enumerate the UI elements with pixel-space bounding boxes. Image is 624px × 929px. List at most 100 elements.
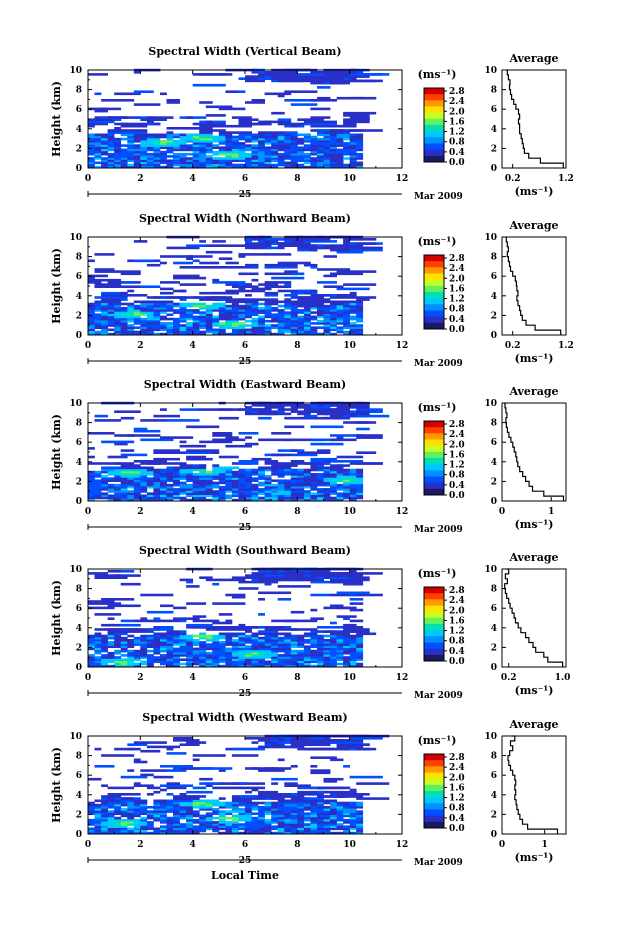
colorbar-tick-label: 2.4 (449, 763, 465, 773)
heatmap-cell (166, 490, 174, 493)
heatmap-cell (212, 827, 220, 831)
heatmap-cell (271, 570, 279, 573)
heatmap-cell (336, 404, 370, 407)
heatmap-cell (173, 825, 180, 828)
heatmap-cell (192, 148, 200, 152)
heatmap-cell (88, 326, 95, 329)
heatmap-cell (343, 322, 350, 325)
heatmap-cell (349, 332, 357, 336)
heatmap-cell (153, 326, 161, 329)
heatmap-cell (317, 307, 324, 310)
heatmap-cell (186, 157, 193, 160)
heatmap-cell (101, 324, 108, 327)
heatmap-cell (146, 639, 154, 642)
heatmap-cell (349, 630, 370, 633)
heatmap-cell (127, 485, 135, 489)
heatmap-cell (245, 473, 252, 476)
heatmap-cell (245, 496, 252, 500)
heatmap-cell (310, 475, 318, 478)
heatmap-cell (264, 300, 279, 304)
heatmap-cell (336, 658, 344, 661)
y-tick-label: 10 (69, 565, 82, 575)
heatmap-cell (264, 404, 285, 407)
heatmap-cell (146, 322, 154, 325)
heatmap-cell (160, 604, 174, 608)
heatmap-cell (212, 481, 220, 485)
heatmap-cell (114, 315, 122, 319)
heatmap-cell (160, 477, 167, 480)
heatmap-cell (114, 161, 122, 165)
heatmap-cell (245, 737, 265, 740)
heatmap-cell (330, 806, 337, 809)
heatmap-cell (146, 483, 154, 487)
heatmap-cell (264, 285, 285, 288)
heatmap-cell (205, 313, 213, 316)
heatmap-cell (133, 483, 141, 487)
heatmap-cell (212, 315, 220, 319)
heatmap-cell (231, 626, 239, 629)
heatmap-cell (271, 808, 279, 811)
heatmap-cell (199, 498, 207, 502)
heatmap-cell (284, 322, 292, 325)
heatmap-cell (310, 617, 324, 620)
heatmap-cell (264, 313, 272, 316)
heatmap-cell (101, 658, 108, 661)
heatmap-cell (127, 146, 135, 149)
heatmap-cell (179, 144, 187, 147)
heatmap-cell (323, 71, 331, 74)
heatmap-cell (303, 481, 311, 485)
heatmap-cell (343, 662, 350, 666)
heatmap-cell (238, 636, 246, 640)
heatmap-cell (212, 146, 220, 149)
heatmap-cell (317, 786, 351, 790)
heatmap-cell (160, 475, 167, 478)
heatmap-cell (205, 155, 213, 158)
heatmap-cell (284, 468, 292, 472)
heatmap-cell (290, 272, 305, 276)
heatmap-cell (277, 492, 285, 495)
heatmap-cell (336, 649, 344, 653)
heatmap-cell (356, 302, 364, 306)
heatmap-cell (323, 142, 331, 145)
heatmap-cell (199, 767, 233, 770)
heatmap-cell (303, 797, 324, 800)
heatmap-cell (225, 488, 233, 491)
heatmap-cell (160, 818, 167, 822)
heatmap-cell (88, 144, 95, 147)
heatmap-cell (127, 481, 135, 485)
heatmap-cell (330, 294, 337, 297)
heatmap-cell (114, 146, 122, 149)
heatmap-cell (225, 496, 233, 500)
heatmap-cell (303, 263, 318, 267)
heatmap-cell (343, 658, 350, 661)
heatmap-cell (218, 821, 226, 824)
heatmap-cell (199, 777, 213, 781)
y-axis-label: Height (km) (50, 747, 63, 823)
colorbar-segment (424, 433, 444, 440)
heatmap-cell (297, 155, 305, 158)
heatmap-cell (101, 806, 108, 809)
heatmap-cell (114, 829, 122, 833)
heatmap-cell (251, 806, 259, 809)
heatmap-cell (303, 304, 311, 308)
heatmap-cell (271, 651, 279, 655)
heatmap-cell (343, 475, 350, 478)
heatmap-cell (88, 157, 95, 160)
heatmap-cell (225, 654, 233, 657)
heatmap-cell (317, 319, 324, 323)
heatmap-cell (94, 157, 102, 160)
heatmap-cell (290, 240, 305, 243)
heatmap-cell (297, 818, 305, 822)
heatmap-cell (330, 326, 337, 329)
heatmap-cell (153, 649, 161, 653)
heatmap-cell (297, 643, 305, 646)
heatmap-cell (127, 468, 135, 472)
heatmap-cell (225, 812, 233, 815)
heatmap-cell (258, 656, 265, 659)
heatmap-cell (225, 146, 233, 149)
heatmap-cell (349, 135, 357, 139)
heatmap-cell (231, 150, 239, 154)
heatmap-cell (336, 498, 344, 502)
heatmap-cell (127, 324, 135, 327)
heatmap-cell (199, 142, 207, 145)
